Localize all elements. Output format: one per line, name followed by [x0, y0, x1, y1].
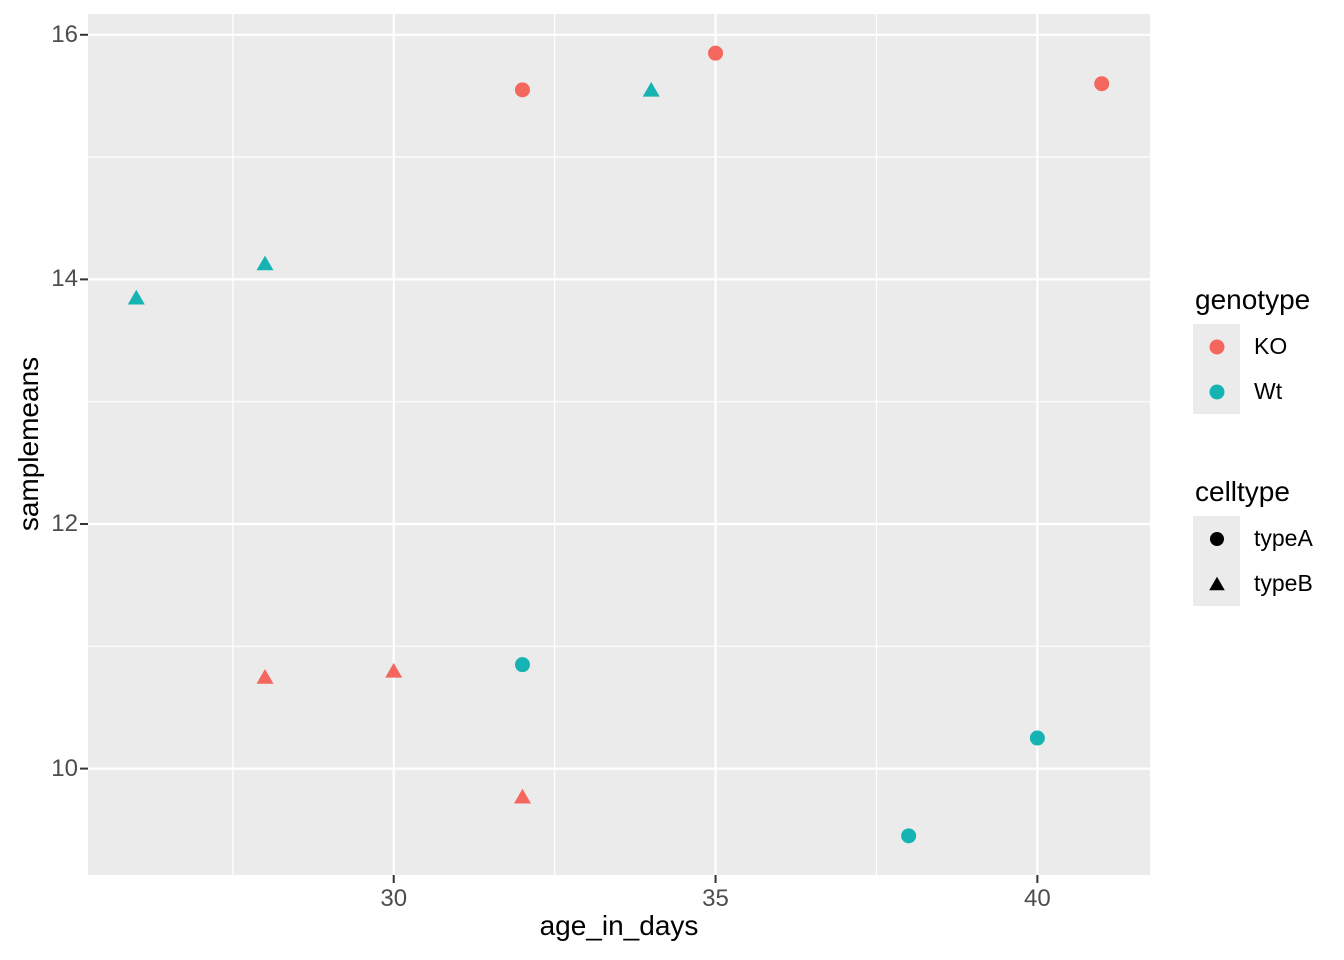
data-point: [642, 81, 660, 97]
y-axis-title: samplemeans: [13, 356, 44, 532]
legend-key-box: [1193, 369, 1240, 414]
legend-key-box: [1193, 324, 1240, 369]
data-point: [256, 255, 274, 271]
legend-genotype-title: genotype: [1195, 284, 1311, 315]
typeb-triangle-icon: [1208, 576, 1225, 590]
wt-point-icon: [1209, 384, 1224, 399]
legend-item-typea: typeA: [1193, 516, 1313, 561]
x-tick-label: 35: [702, 885, 729, 912]
typea-circle-icon: [1209, 531, 1224, 546]
data-point: [514, 788, 531, 804]
data-point: [127, 289, 145, 305]
ko-point-icon: [1209, 339, 1224, 354]
data-point: [708, 45, 724, 61]
legend-label-wt: Wt: [1254, 378, 1283, 404]
x-axis-title: age_in_days: [539, 910, 699, 941]
y-tick-label: 16: [51, 20, 78, 48]
plot-panel-background: [88, 14, 1150, 875]
data-point: [385, 662, 403, 678]
legend-label-typea: typeA: [1254, 525, 1313, 551]
x-tick-label: 30: [380, 885, 408, 912]
data-point: [901, 828, 917, 844]
data-point: [256, 669, 274, 684]
legend-celltype-title: celltype: [1195, 476, 1290, 507]
legend-item-wt: Wt: [1193, 369, 1282, 414]
legend-item-ko: KO: [1193, 324, 1287, 369]
x-tick-label: 40: [1024, 885, 1051, 912]
legend-item-typeb: typeB: [1193, 561, 1313, 606]
y-tick-label: 12: [51, 509, 78, 537]
data-point: [1029, 730, 1045, 746]
data-point: [1094, 76, 1110, 92]
legend-key-box: [1193, 561, 1240, 606]
data-point: [514, 82, 530, 98]
legend-key-box: [1193, 516, 1240, 561]
y-tick-label: 10: [51, 754, 78, 782]
data-point: [514, 657, 530, 673]
legend-label-typeb: typeB: [1254, 570, 1313, 596]
legend-label-ko: KO: [1254, 333, 1288, 359]
y-tick-label: 14: [51, 265, 78, 293]
